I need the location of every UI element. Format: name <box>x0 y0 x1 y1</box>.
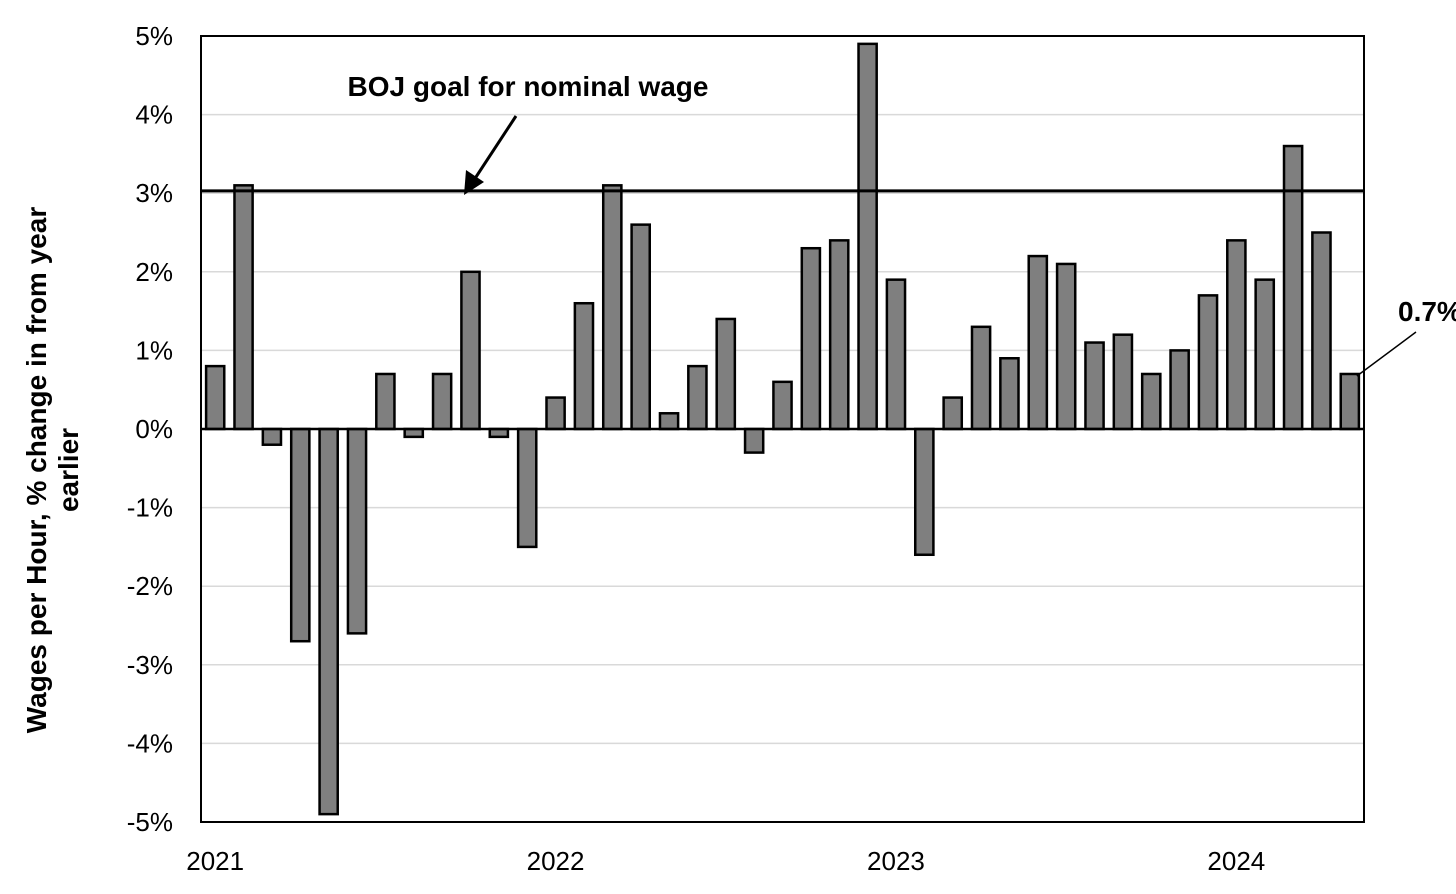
bar-apr-2021 <box>289 427 311 643</box>
bar-oct-2022 <box>800 246 822 431</box>
bar-may-2024 <box>1339 372 1361 431</box>
bar-mar-2022 <box>601 184 623 431</box>
bar-apr-2024 <box>1311 231 1332 431</box>
y-tick-label: -1% <box>127 493 173 523</box>
x-tick-label: 2023 <box>867 846 925 876</box>
bar-oct-2021 <box>460 270 481 431</box>
y-tick-label: 0% <box>135 414 173 444</box>
bar-apr-2023 <box>970 325 992 431</box>
bar-jul-2022 <box>715 317 737 431</box>
bar-may-2022 <box>658 412 680 431</box>
last-value-label: 0.7% <box>1398 296 1456 327</box>
bar-feb-2022 <box>573 301 595 431</box>
bar-feb-2024 <box>1254 278 1276 431</box>
y-tick-label: -2% <box>127 571 173 601</box>
bar-dec-2022 <box>857 42 878 431</box>
bar-may-2021 <box>318 427 339 816</box>
x-tick-label: 2024 <box>1207 846 1265 876</box>
axes-group <box>200 35 1365 823</box>
y-tick-label: 5% <box>135 21 173 51</box>
y-axis-label-line-1: Wages per Hour, % change in from year <box>21 207 52 734</box>
bar-jul-2021 <box>375 372 396 431</box>
y-tick-label: 1% <box>135 335 173 365</box>
bar-jan-2023 <box>885 278 907 431</box>
bar-apr-2022 <box>630 223 651 431</box>
bar-feb-2021 <box>233 184 254 431</box>
bar-sep-2023 <box>1112 333 1134 431</box>
bar-jan-2022 <box>545 396 566 431</box>
bar-jan-2024 <box>1226 239 1247 431</box>
y-tick-label: 4% <box>135 100 173 130</box>
bar-dec-2021 <box>516 427 538 549</box>
bar-sep-2021 <box>431 372 453 431</box>
bar-may-2023 <box>999 357 1020 431</box>
y-tick-labels: 5% 4% 3% 2% 1% 0% -1% -2% -3% -4% -5% <box>127 21 173 837</box>
bar-oct-2023 <box>1140 372 1162 431</box>
bar-aug-2022 <box>743 427 765 454</box>
bar-mar-2024 <box>1282 144 1304 431</box>
reference-arrow-head <box>464 170 484 195</box>
bar-jun-2021 <box>346 427 368 635</box>
bar-feb-2023 <box>914 427 935 557</box>
bar-jun-2022 <box>687 364 708 431</box>
bar-mar-2021 <box>261 427 283 446</box>
y-axis-label-line-2: earlier <box>53 428 84 512</box>
x-tick-label: 2022 <box>527 846 585 876</box>
y-tick-label: -5% <box>127 807 173 837</box>
last-value-leader-line <box>1356 331 1417 377</box>
x-tick-label: 2021 <box>186 846 244 876</box>
bar-mar-2023 <box>942 396 964 431</box>
reference-arrow-shaft <box>472 115 518 181</box>
bar-jul-2023 <box>1055 262 1077 431</box>
x-tick-labels: 2021 2022 2023 2024 <box>186 846 1265 876</box>
y-tick-label: 2% <box>135 257 173 287</box>
bar-nov-2023 <box>1169 349 1190 431</box>
bar-sep-2022 <box>772 380 793 431</box>
gridlines <box>201 113 1364 745</box>
bar-jan-2021 <box>204 364 226 431</box>
bar-nov-2022 <box>828 239 850 431</box>
y-tick-label: 3% <box>135 178 173 208</box>
bar-aug-2023 <box>1084 341 1105 431</box>
bar-jun-2023 <box>1027 254 1049 431</box>
reference-line-label: BOJ goal for nominal wage <box>348 71 709 102</box>
y-tick-label: -3% <box>127 650 173 680</box>
bar-dec-2023 <box>1197 294 1219 431</box>
y-tick-label: -4% <box>127 728 173 758</box>
